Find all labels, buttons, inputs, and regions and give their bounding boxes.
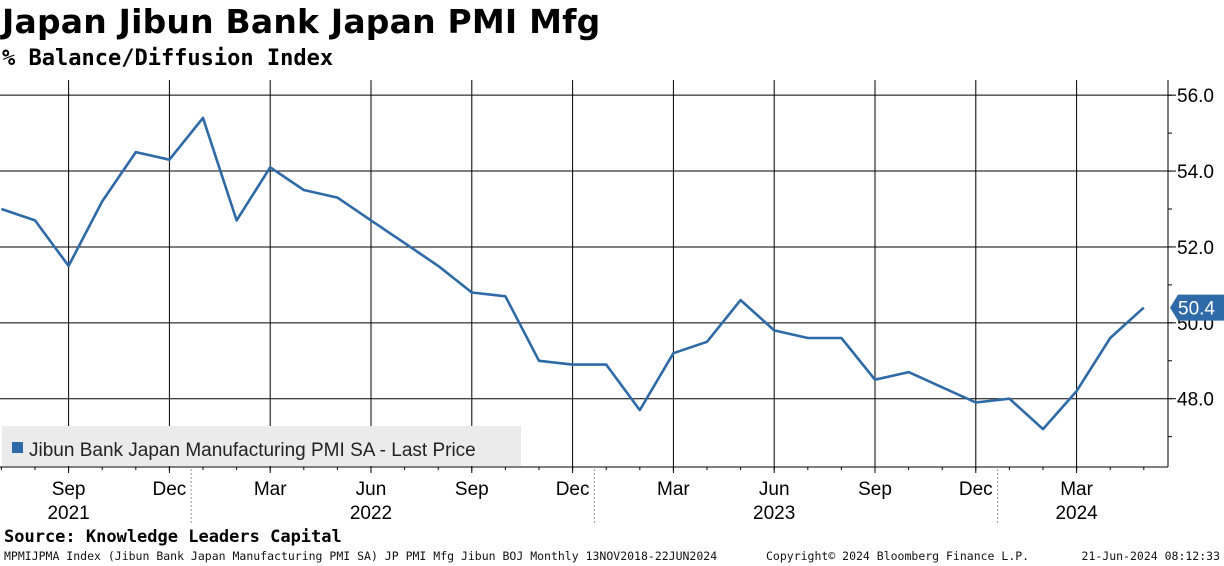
source-line: Source: Knowledge Leaders Capital (4, 527, 342, 547)
y-tick-label: 52.0 (1177, 238, 1214, 259)
chart-subtitle: % Balance/Diffusion Index (2, 46, 334, 71)
legend-label: Jibun Bank Japan Manufacturing PMI SA - … (29, 440, 476, 461)
x-tick-label: Dec (153, 479, 187, 500)
x-year-label: 2021 (47, 503, 89, 524)
x-tick-label: Sep (455, 479, 489, 500)
last-price-marker: 50.4 (1170, 294, 1224, 321)
last-price-tag (1170, 294, 1224, 321)
x-year-label: 2023 (753, 503, 795, 524)
last-price-label: 50.4 (1178, 299, 1215, 320)
series-line (0, 116, 1145, 431)
legend-background (2, 426, 521, 466)
footer-description: MPMIJPMA Index (Jibun Bank Japan Manufac… (4, 549, 718, 563)
x-tick-label: Jun (356, 479, 387, 500)
x-tick-label: Mar (254, 479, 287, 500)
x-tick-label: Dec (959, 479, 993, 500)
y-tick-label: 48.0 (1177, 390, 1214, 411)
x-tick-label: Mar (1060, 479, 1093, 500)
legend: Jibun Bank Japan Manufacturing PMI SA - … (2, 426, 521, 466)
y-tick-label: 56.0 (1177, 86, 1214, 107)
legend-swatch (12, 442, 23, 453)
x-tick-label: Dec (556, 479, 590, 500)
x-tick-label: Jun (759, 479, 790, 500)
grid-lines (0, 80, 1168, 467)
x-year-label: 2024 (1055, 503, 1098, 524)
x-tick-label: Mar (657, 479, 690, 500)
footer-copyright: Copyright© 2024 Bloomberg Finance L.P. (766, 549, 1030, 563)
x-year-label: 2022 (350, 503, 392, 524)
x-tick-label: Sep (858, 479, 892, 500)
series-group (0, 116, 1145, 431)
x-tick-label: Sep (52, 479, 86, 500)
footer-timestamp: 21-Jun-2024 08:12:33 (1081, 549, 1220, 563)
chart-title: Japan Jibun Bank Japan PMI Mfg (2, 2, 601, 41)
y-tick-label: 54.0 (1177, 162, 1214, 183)
